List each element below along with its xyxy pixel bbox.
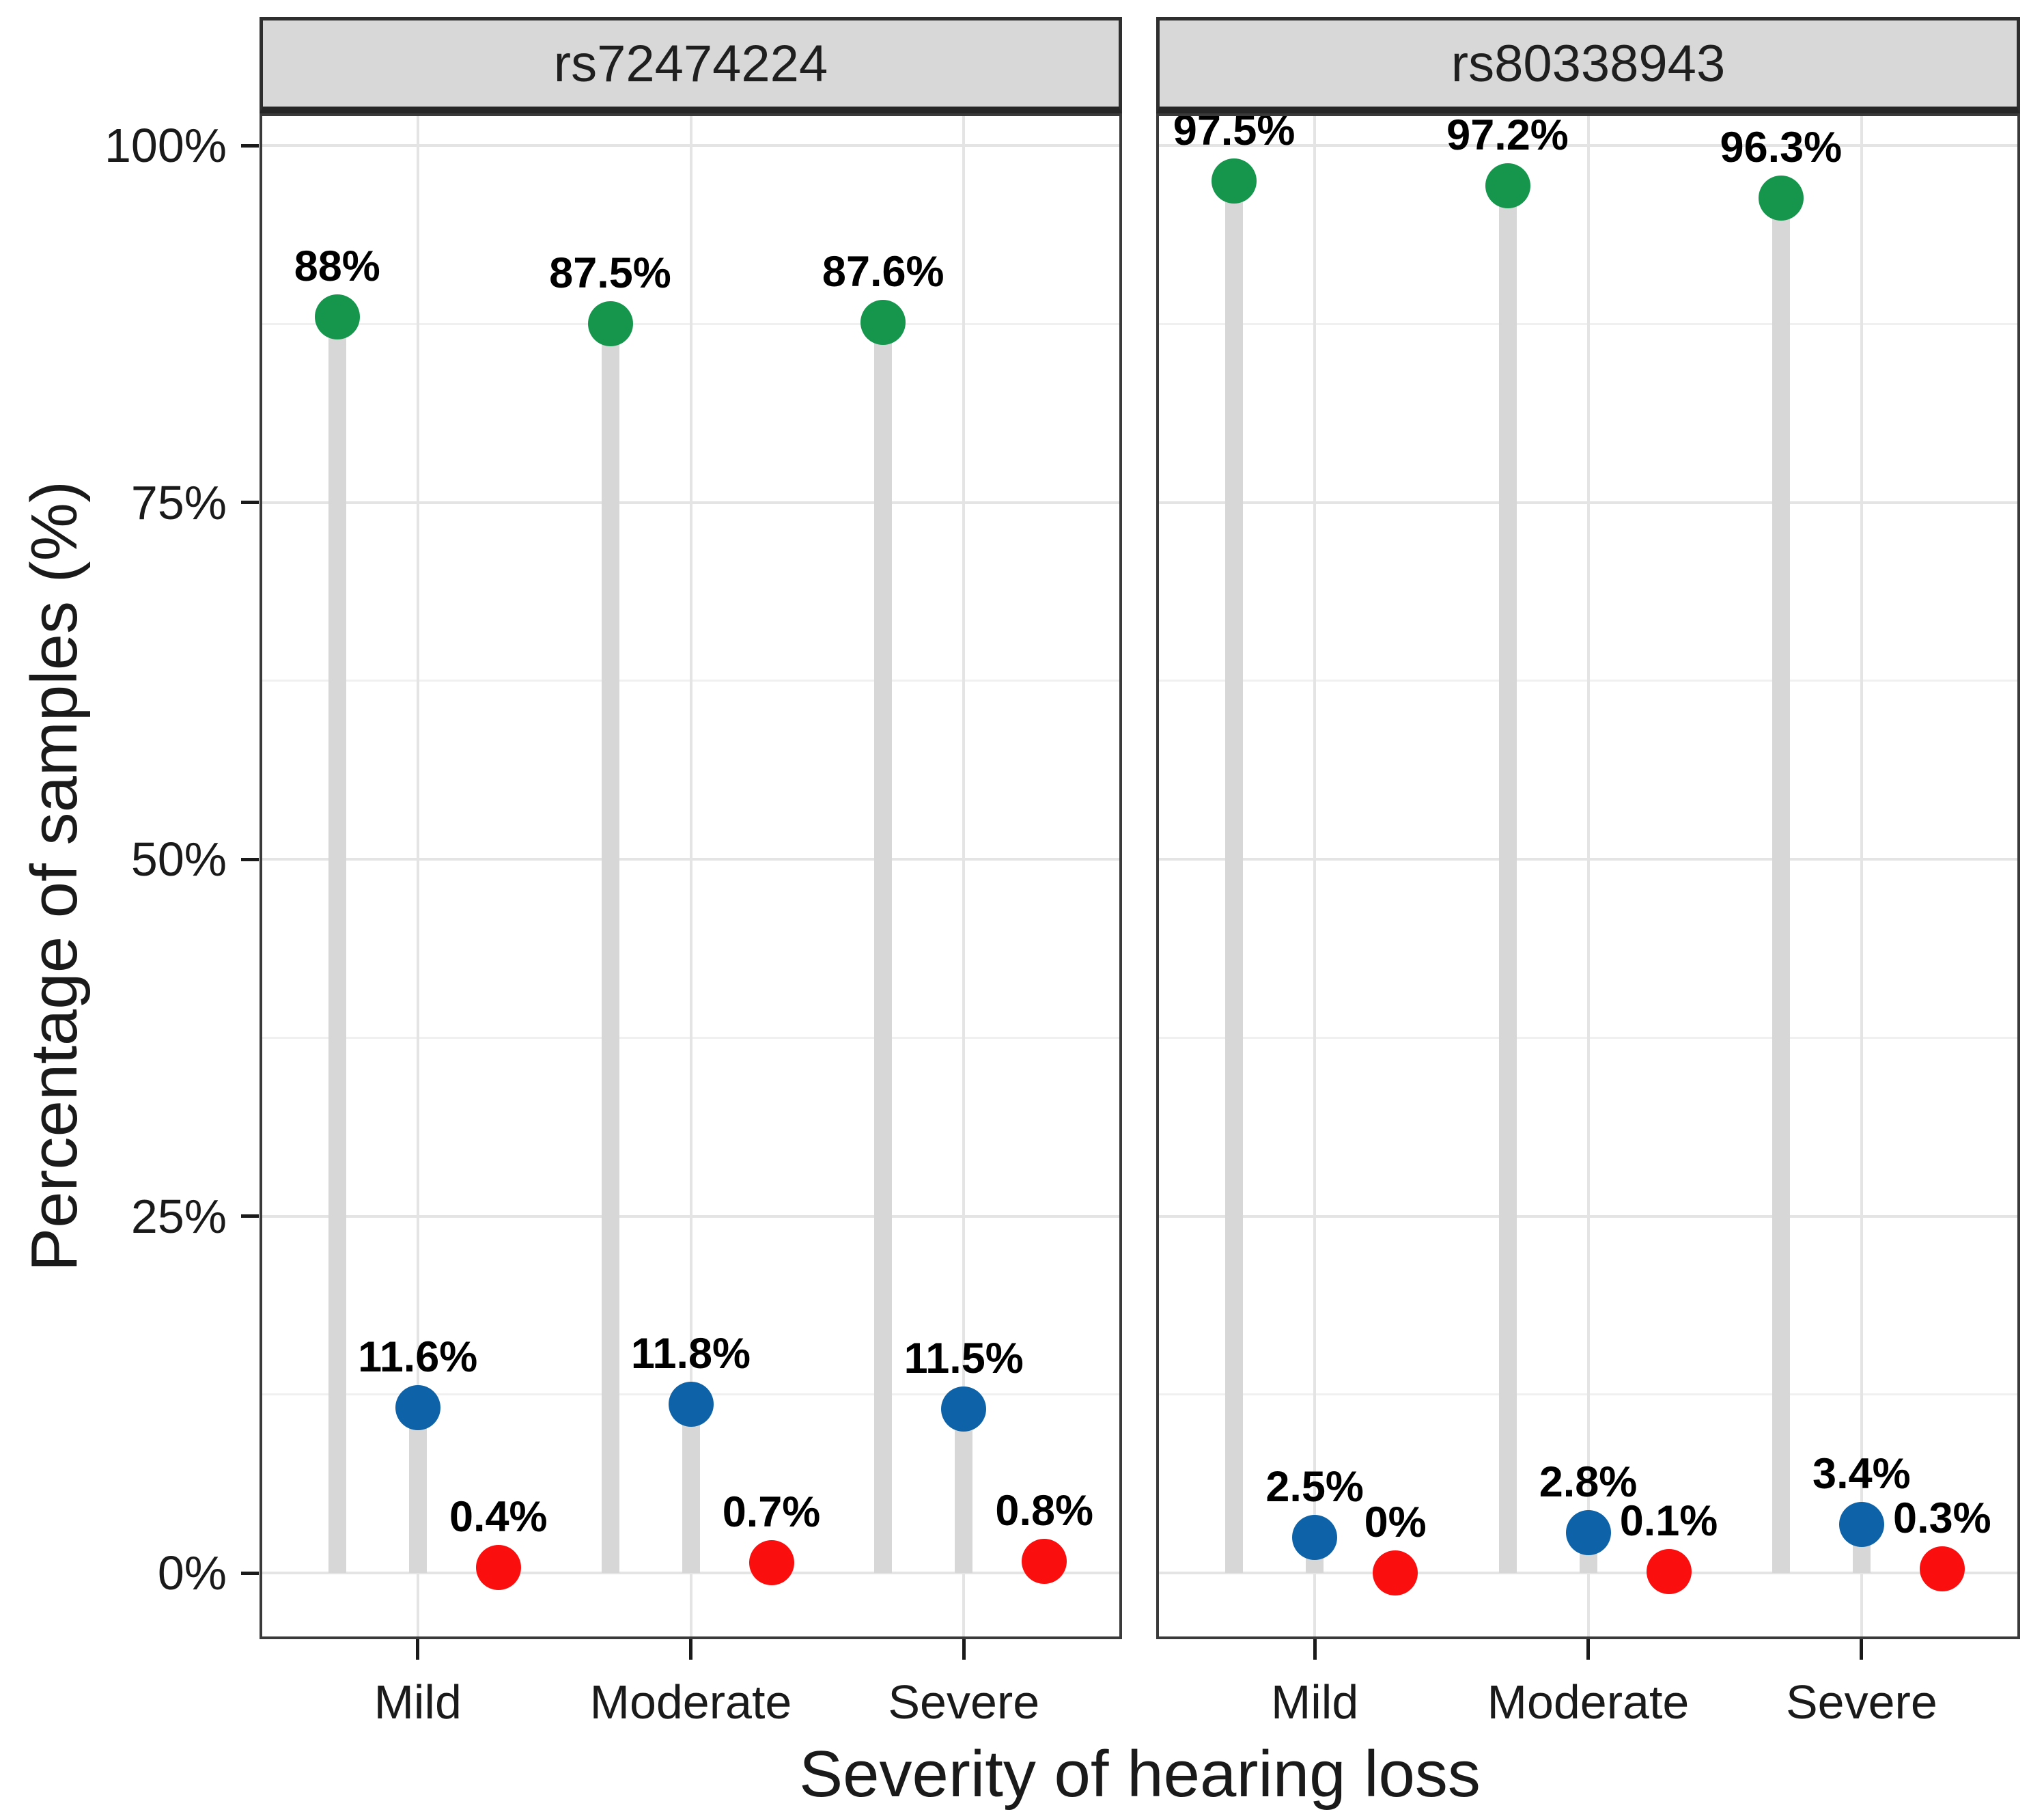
y-tick-mark (241, 1571, 259, 1575)
x-tick-mark (689, 1639, 692, 1660)
gridline-v-major (962, 113, 966, 1639)
y-tick-mark (241, 857, 259, 861)
gridline-v-major (416, 113, 419, 1639)
value-label: 97.2% (1446, 111, 1569, 159)
blue-point (1292, 1514, 1338, 1560)
value-label: 0.4% (449, 1492, 548, 1541)
x-tick-mark (1586, 1639, 1590, 1660)
value-label: 0% (1364, 1499, 1427, 1546)
facet-strip: rs80338943 (1156, 17, 2020, 113)
red-point (1646, 1548, 1692, 1594)
value-label: 88% (294, 242, 380, 290)
lollipop-stem (408, 1407, 427, 1573)
value-label: 3.4% (1812, 1449, 1911, 1498)
x-axis-title: Severity of hearing loss (799, 1738, 1481, 1811)
red-point (748, 1540, 794, 1586)
value-label: 87.5% (549, 249, 671, 298)
y-tick-label: 50% (130, 833, 227, 886)
lollipop-stem (1772, 198, 1790, 1573)
value-label: 87.6% (822, 248, 944, 296)
y-tick-mark (241, 1214, 259, 1218)
value-label: 2.8% (1539, 1458, 1638, 1507)
x-tick-label: Mild (1270, 1675, 1359, 1729)
gridline-v-major (689, 113, 692, 1639)
gridline-v-major (1586, 113, 1590, 1639)
red-point (475, 1544, 521, 1590)
y-tick-label: 25% (130, 1189, 227, 1243)
green-point (1485, 163, 1530, 208)
value-label: 2.5% (1265, 1462, 1364, 1511)
value-label: 0.7% (722, 1488, 821, 1537)
red-point (1373, 1550, 1418, 1595)
facet-strip-label: rs72474224 (553, 34, 828, 93)
x-tick-label: Mild (374, 1675, 462, 1729)
x-tick-label: Severe (1785, 1675, 1937, 1729)
green-point (314, 294, 360, 339)
gridline-v-major (1860, 113, 1863, 1639)
value-label: 97.5% (1173, 107, 1296, 155)
red-point (1022, 1539, 1067, 1585)
value-label: 96.3% (1720, 124, 1843, 172)
green-point (587, 301, 633, 347)
lollipop-stem (1225, 181, 1244, 1573)
x-tick-label: Severe (888, 1675, 1040, 1729)
lollipop-stem (682, 1404, 700, 1573)
x-tick-label: Moderate (589, 1675, 792, 1729)
x-tick-mark (1313, 1639, 1317, 1660)
value-label: 11.8% (630, 1330, 751, 1378)
blue-point (1838, 1501, 1884, 1547)
y-tick-label: 100% (104, 119, 227, 172)
x-tick-label: Moderate (1487, 1675, 1690, 1729)
value-label: 11.5% (904, 1334, 1024, 1382)
x-tick-mark (416, 1639, 420, 1660)
value-label: 0.1% (1619, 1496, 1718, 1545)
facet-strip: rs72474224 (260, 17, 1122, 113)
value-label: 0.8% (995, 1487, 1094, 1535)
green-point (1212, 158, 1257, 204)
green-point (860, 300, 906, 346)
blue-point (1565, 1510, 1611, 1556)
lollipop-stem (328, 316, 346, 1573)
blue-point (941, 1386, 987, 1432)
y-tick-label: 0% (157, 1546, 227, 1600)
gridline-v-major (1313, 113, 1317, 1639)
y-tick-label: 75% (130, 475, 227, 529)
x-tick-mark (1860, 1639, 1864, 1660)
lollipop-stem (1498, 185, 1517, 1573)
y-tick-mark (241, 143, 259, 148)
lollipop-stem (601, 324, 619, 1573)
value-label: 0.3% (1893, 1494, 1991, 1542)
lollipop-stem (874, 322, 893, 1573)
facet-strip-label: rs80338943 (1451, 34, 1726, 93)
green-point (1758, 176, 1804, 221)
blue-point (395, 1384, 440, 1430)
lollipop-stem (955, 1408, 973, 1573)
value-label: 11.6% (358, 1333, 478, 1381)
y-tick-mark (241, 501, 259, 504)
x-tick-mark (962, 1639, 966, 1660)
facet-panel: 88% 87.5% 87.6% 11.6% 11.8% 11.5% 0.4% 0.7% 0.8% (260, 113, 1122, 1639)
red-point (1919, 1546, 1965, 1591)
blue-point (668, 1382, 714, 1427)
facet-panel: 97.5% 97.2% 96.3% 2.5% 2.8% 3.4% 0% 0.1% 0.3% (1156, 109, 2020, 1639)
